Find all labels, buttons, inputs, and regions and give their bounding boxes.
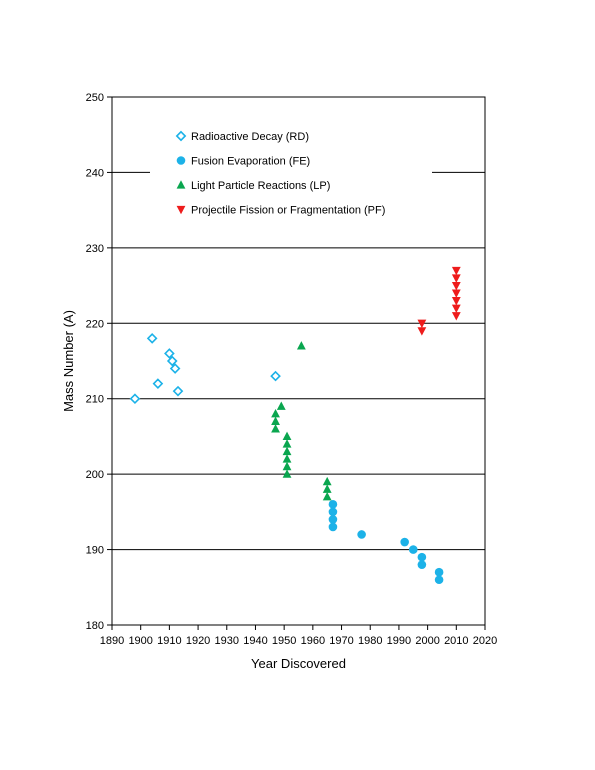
data-point (408, 545, 418, 554)
data-point (166, 355, 178, 367)
x-tick-label: 1970 (329, 635, 353, 647)
data-point (296, 341, 306, 350)
data-point (328, 522, 338, 532)
series-0 (129, 333, 281, 405)
x-tick-label: 1930 (215, 635, 239, 647)
legend-label: Light Particle Reactions (LP) (191, 180, 330, 192)
y-tick-label: 250 (86, 92, 104, 104)
data-point (328, 507, 338, 517)
y-tick-label: 210 (86, 394, 104, 406)
data-point (164, 348, 175, 359)
legend-marker (176, 156, 186, 165)
data-point (276, 401, 286, 410)
x-tick-label: 1890 (100, 635, 124, 647)
x-tick-label: 2020 (473, 635, 497, 647)
data-point (417, 552, 427, 562)
x-axis-title: Year Discovered (251, 656, 346, 671)
x-tick-label: 1980 (358, 635, 382, 647)
data-point (451, 304, 461, 313)
legend-item: Light Particle Reactions (LP) (176, 180, 330, 192)
data-point (172, 385, 184, 397)
x-tick-label: 1920 (186, 635, 210, 647)
x-tick-label: 2000 (415, 635, 439, 647)
data-point (271, 409, 280, 418)
data-point (451, 297, 461, 306)
data-point (282, 446, 292, 456)
data-point (146, 333, 158, 344)
data-point (328, 515, 338, 524)
data-point (451, 312, 461, 321)
legend-item: Radioactive Decay (RD) (175, 130, 309, 143)
data-point (357, 530, 366, 539)
legend-label: Fusion Evaporation (FE) (191, 156, 310, 168)
data-point (322, 476, 332, 486)
data-point (434, 575, 444, 585)
legend-marker (175, 130, 187, 142)
series-3 (417, 266, 461, 336)
data-point (270, 370, 281, 382)
x-tick-label: 1950 (272, 635, 296, 647)
plot-frame (111, 96, 486, 626)
x-tick-label: 1910 (157, 635, 181, 647)
data-point (282, 454, 292, 463)
x-axis: 1890 1900 1910 1920 1930 1940 1950 1960 1970 1980… (100, 625, 497, 647)
legend-marker (176, 205, 186, 215)
x-tick-label: 1900 (128, 635, 152, 647)
data-point (322, 491, 332, 501)
data-point (271, 424, 280, 433)
y-axis-title: Mass Number (A) (61, 310, 76, 412)
data-point (417, 319, 427, 329)
data-points (129, 266, 461, 585)
x-tick-label: 1960 (301, 635, 325, 647)
series-1 (328, 500, 444, 585)
data-point (282, 431, 292, 441)
data-point (451, 281, 461, 291)
data-point (282, 461, 292, 471)
y-tick-label: 230 (86, 243, 104, 255)
x-tick-label: 1940 (243, 635, 267, 647)
legend-item: Fusion Evaporation (FE) (176, 156, 310, 168)
data-point (282, 469, 292, 478)
y-axis: 180 190 200 210 220 230 240 250 (86, 92, 112, 632)
y-tick-label: 200 (86, 469, 104, 481)
y-tick-label: 180 (86, 620, 104, 632)
data-point (282, 439, 292, 448)
data-point (417, 560, 427, 569)
data-point (417, 327, 427, 336)
y-tick-label: 240 (86, 167, 104, 179)
data-point (434, 567, 444, 577)
data-point (169, 363, 181, 374)
data-point (400, 537, 409, 547)
data-point (451, 274, 461, 283)
data-point (451, 266, 461, 276)
data-point (271, 416, 280, 425)
legend-item: Projectile Fission or Fragmentation (PF) (176, 205, 385, 217)
data-point (322, 484, 332, 493)
data-point (152, 378, 164, 389)
series-2 (271, 341, 332, 501)
y-tick-label: 190 (86, 545, 104, 557)
y-tick-label: 220 (86, 318, 104, 330)
legend: Radioactive Decay (RD) Fusion Evaporation… (175, 130, 385, 217)
x-tick-label: 2010 (444, 635, 468, 647)
legend-label: Projectile Fission or Fragmentation (PF) (191, 205, 385, 217)
data-point (129, 393, 141, 405)
data-point (328, 500, 338, 509)
legend-label: Radioactive Decay (RD) (191, 131, 309, 143)
data-point (451, 289, 461, 298)
legend-marker (176, 180, 186, 189)
x-tick-label: 1990 (387, 635, 411, 647)
